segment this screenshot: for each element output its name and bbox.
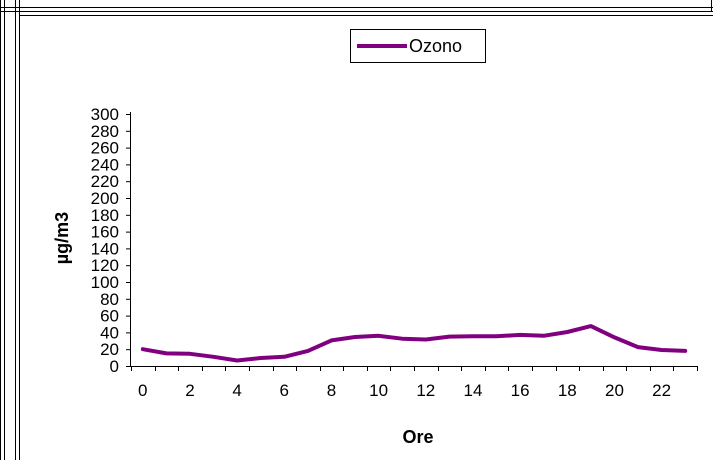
x-tick-label: 20 (605, 381, 624, 400)
y-tick-label: 80 (100, 290, 119, 309)
x-axis-title: Ore (402, 427, 433, 447)
x-tick-label: 2 (185, 381, 194, 400)
legend-label-ozono: Ozono (409, 36, 462, 56)
x-tick-label: 22 (652, 381, 671, 400)
x-tick-label: 8 (327, 381, 336, 400)
y-tick-label: 140 (91, 239, 119, 258)
y-tick-label: 0 (110, 357, 119, 376)
y-tick-label: 60 (100, 307, 119, 326)
y-tick-label: 280 (91, 122, 119, 141)
y-tick-label: 300 (91, 105, 119, 124)
x-axis-ticks: 0 2 4 6 8 10 12 14 16 18 20 22 (131, 366, 698, 400)
x-tick-label: 6 (280, 381, 289, 400)
y-axis-title: µg/m3 (52, 212, 72, 264)
x-tick-label: 4 (232, 381, 241, 400)
series-line-ozono (140, 324, 688, 363)
x-tick-label: 12 (416, 381, 435, 400)
legend: Ozono (350, 29, 486, 63)
y-tick-label: 160 (91, 223, 119, 242)
y-tick-label: 180 (91, 206, 119, 225)
y-tick-label: 20 (100, 340, 119, 359)
x-tick-label: 14 (463, 381, 482, 400)
axes (130, 112, 697, 367)
x-tick-label: 10 (369, 381, 388, 400)
y-tick-label: 220 (91, 172, 119, 191)
y-axis-ticks: 0204060801001201401601802002202402602803… (91, 105, 131, 376)
x-tick-label: 0 (138, 381, 147, 400)
series-layer (140, 324, 688, 363)
y-tick-label: 240 (91, 155, 119, 174)
x-tick-label: 18 (558, 381, 577, 400)
y-tick-label: 120 (91, 256, 119, 275)
y-tick-label: 260 (91, 139, 119, 158)
y-tick-label: 40 (100, 323, 119, 342)
y-tick-label: 200 (91, 189, 119, 208)
x-tick-label: 16 (511, 381, 530, 400)
y-tick-label: 100 (91, 273, 119, 292)
